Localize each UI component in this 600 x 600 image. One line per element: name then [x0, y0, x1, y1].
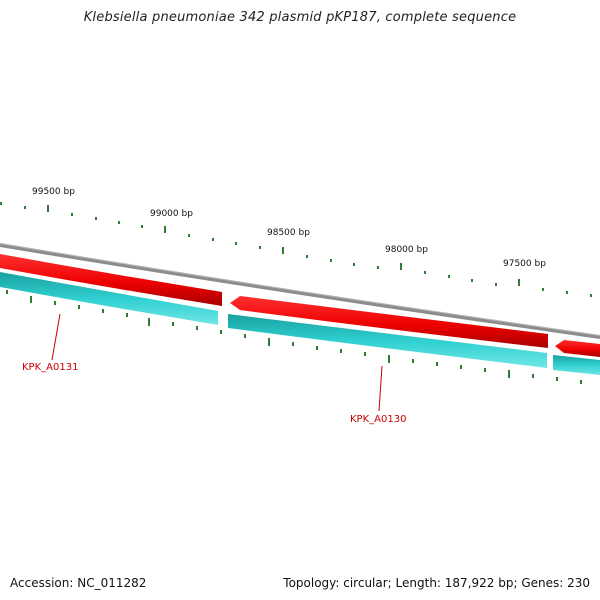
tick-98000 [400, 263, 402, 270]
leader-line-KPK_A0130 [378, 365, 383, 412]
gene-arrow-KPK_A0131-cyan[interactable] [0, 272, 218, 325]
gene-arrow-next-cyan[interactable] [553, 355, 600, 375]
gene-label-KPK_A0130[interactable]: KPK_A0130 [350, 414, 406, 425]
tick-label-97500: 97500 bp [503, 259, 546, 269]
tick-dots [0, 202, 592, 297]
leader-line-KPK_A0131 [51, 313, 61, 361]
gene-arrow-KPK_A0131-red[interactable] [0, 254, 222, 306]
tick-97500 [518, 279, 520, 286]
tick-label-98000: 98000 bp [385, 245, 428, 255]
tick-99000 [164, 226, 166, 233]
gene-arrow-KPK_A0130-cyan[interactable] [228, 314, 547, 368]
topology-summary: Topology: circular; Length: 187,922 bp; … [283, 576, 590, 590]
gene-arrow-next-red[interactable] [555, 340, 600, 357]
gene-label-KPK_A0131[interactable]: KPK_A0131 [22, 362, 78, 373]
tick-label-99000: 99000 bp [150, 209, 193, 219]
gene-arrow-KPK_A0130-red[interactable] [230, 296, 548, 348]
tick-label-99500: 99500 bp [32, 187, 75, 197]
inner-tick-track [6, 290, 582, 384]
accession-label: Accession: NC_011282 [10, 576, 147, 590]
tick-99500 [47, 205, 49, 212]
outer-tick-track: 99500 bp 99000 bp 98500 bp 98000 bp 9750… [0, 187, 592, 297]
forward-strand [0, 254, 600, 357]
reverse-strand [0, 272, 600, 375]
backbone-arc [0, 243, 600, 339]
tick-98500 [282, 247, 284, 254]
map-title: Klebsiella pneumoniae 342 plasmid pKP187… [83, 10, 517, 25]
tick-label-98500: 98500 bp [267, 228, 310, 238]
